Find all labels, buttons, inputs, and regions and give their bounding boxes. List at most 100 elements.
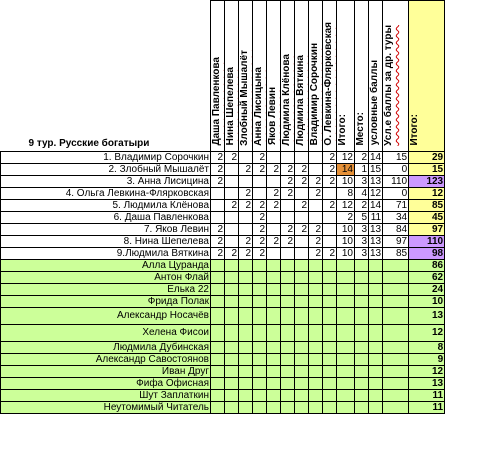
- column-header[interactable]: О. Левкина-Флярковская: [322, 0, 337, 152]
- score-cell[interactable]: 85: [408, 198, 446, 212]
- empty-cell[interactable]: [382, 376, 410, 390]
- score-cell[interactable]: 2: [238, 246, 253, 260]
- extra-name-cell[interactable]: Шут Заплаткин: [0, 388, 211, 402]
- empty-cell[interactable]: [354, 294, 369, 308]
- score-cell[interactable]: 2: [210, 162, 225, 176]
- extra-name-cell[interactable]: Алла Цуранда: [0, 258, 211, 272]
- score-cell[interactable]: 110: [408, 234, 446, 248]
- empty-cell[interactable]: [280, 400, 295, 414]
- extra-total-cell[interactable]: 9: [408, 352, 446, 366]
- score-cell[interactable]: 2: [294, 198, 309, 212]
- player-name-cell[interactable]: 8. Нина Шепелева: [0, 234, 211, 248]
- score-cell[interactable]: 2: [280, 174, 295, 188]
- empty-cell[interactable]: [210, 364, 225, 378]
- score-cell[interactable]: 15: [408, 162, 446, 176]
- score-cell[interactable]: 2: [280, 222, 295, 236]
- score-cell[interactable]: [224, 234, 239, 248]
- score-cell[interactable]: 10: [336, 234, 355, 248]
- empty-cell[interactable]: [322, 306, 337, 325]
- empty-cell[interactable]: [224, 340, 239, 354]
- extra-total-cell[interactable]: 12: [408, 364, 446, 378]
- score-cell[interactable]: 2: [322, 198, 337, 212]
- score-cell[interactable]: 13: [367, 174, 384, 188]
- score-cell[interactable]: 2: [308, 234, 323, 248]
- score-cell[interactable]: 29: [408, 150, 446, 164]
- score-cell[interactable]: 2: [354, 150, 369, 164]
- score-cell[interactable]: 2: [210, 174, 225, 188]
- empty-cell[interactable]: [382, 364, 410, 378]
- empty-cell[interactable]: [367, 376, 384, 390]
- extra-name-cell[interactable]: Неутомимый Читатель: [0, 400, 211, 414]
- empty-cell[interactable]: [210, 400, 225, 414]
- empty-cell[interactable]: [224, 270, 239, 284]
- extra-name-cell[interactable]: Александр Носачёв: [0, 306, 211, 325]
- empty-cell[interactable]: [367, 340, 384, 354]
- empty-cell[interactable]: [336, 306, 355, 325]
- score-cell[interactable]: 14: [367, 150, 384, 164]
- score-cell[interactable]: 2: [224, 198, 239, 212]
- empty-cell[interactable]: [210, 376, 225, 390]
- empty-cell[interactable]: [354, 400, 369, 414]
- empty-cell[interactable]: [294, 340, 309, 354]
- empty-cell[interactable]: [322, 352, 337, 366]
- score-cell[interactable]: 2: [308, 186, 323, 200]
- player-name-cell[interactable]: 4. Ольга Левкина-Флярковская: [0, 186, 211, 200]
- empty-cell[interactable]: [322, 294, 337, 308]
- extra-total-cell[interactable]: 8: [408, 340, 446, 354]
- empty-cell[interactable]: [308, 364, 323, 378]
- empty-cell[interactable]: [266, 258, 281, 272]
- column-header[interactable]: Даша Павленкова: [210, 0, 225, 152]
- empty-cell[interactable]: [354, 323, 369, 342]
- extra-total-cell[interactable]: 10: [408, 294, 446, 308]
- empty-cell[interactable]: [294, 270, 309, 284]
- empty-cell[interactable]: [308, 352, 323, 366]
- empty-cell[interactable]: [238, 306, 253, 325]
- empty-cell[interactable]: [367, 323, 384, 342]
- score-cell[interactable]: 12: [367, 186, 384, 200]
- empty-cell[interactable]: [367, 352, 384, 366]
- score-cell[interactable]: 98: [408, 246, 446, 260]
- empty-cell[interactable]: [367, 270, 384, 284]
- score-cell[interactable]: [210, 210, 225, 224]
- empty-cell[interactable]: [238, 376, 253, 390]
- empty-cell[interactable]: [252, 352, 267, 366]
- extra-total-cell[interactable]: 12: [408, 323, 446, 342]
- score-cell[interactable]: 2: [308, 246, 323, 260]
- score-cell[interactable]: 4: [354, 186, 369, 200]
- score-cell[interactable]: [280, 246, 295, 260]
- empty-cell[interactable]: [266, 364, 281, 378]
- empty-cell[interactable]: [280, 282, 295, 296]
- score-cell[interactable]: [266, 246, 281, 260]
- empty-cell[interactable]: [308, 270, 323, 284]
- empty-cell[interactable]: [354, 376, 369, 390]
- score-cell[interactable]: 10: [336, 246, 355, 260]
- empty-cell[interactable]: [252, 376, 267, 390]
- score-cell[interactable]: 2: [308, 222, 323, 236]
- empty-cell[interactable]: [210, 294, 225, 308]
- empty-cell[interactable]: [280, 306, 295, 325]
- score-cell[interactable]: 2: [252, 222, 267, 236]
- empty-cell[interactable]: [354, 306, 369, 325]
- empty-cell[interactable]: [238, 294, 253, 308]
- empty-cell[interactable]: [210, 340, 225, 354]
- score-cell[interactable]: 14: [336, 162, 355, 176]
- score-cell[interactable]: [266, 210, 281, 224]
- score-cell[interactable]: [294, 186, 309, 200]
- player-name-cell[interactable]: 3. Анна Лисицина: [0, 174, 211, 188]
- score-cell[interactable]: 2: [294, 174, 309, 188]
- column-header[interactable]: Анна Лисицына: [252, 0, 267, 152]
- extra-name-cell[interactable]: Александр Савостоянов: [0, 352, 211, 366]
- score-cell[interactable]: [224, 162, 239, 176]
- empty-cell[interactable]: [367, 388, 384, 402]
- empty-cell[interactable]: [308, 306, 323, 325]
- empty-cell[interactable]: [336, 258, 355, 272]
- empty-cell[interactable]: [210, 352, 225, 366]
- empty-cell[interactable]: [367, 258, 384, 272]
- empty-cell[interactable]: [354, 340, 369, 354]
- empty-cell[interactable]: [322, 323, 337, 342]
- score-cell[interactable]: 2: [322, 150, 337, 164]
- empty-cell[interactable]: [210, 270, 225, 284]
- empty-cell[interactable]: [322, 258, 337, 272]
- score-cell[interactable]: 2: [354, 198, 369, 212]
- empty-cell[interactable]: [367, 400, 384, 414]
